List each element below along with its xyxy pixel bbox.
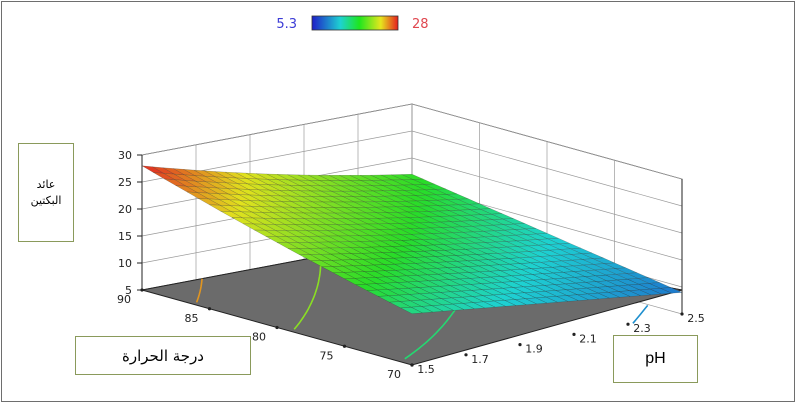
z-tick-label: 15: [118, 230, 132, 243]
contour-25: [195, 278, 203, 303]
colorbar: [311, 15, 399, 31]
ph-axis-title: pH: [613, 335, 698, 383]
temperature-axis-title: درجة الحرارة: [75, 336, 251, 375]
ph-tick-label: 1.9: [525, 343, 543, 356]
ph-tick-label: 2.5: [687, 312, 705, 325]
temperature-tick: [342, 344, 347, 348]
z-tick-label: 25: [118, 176, 132, 189]
response-surface: [141, 165, 683, 314]
ph-tick-label: 1.5: [417, 363, 435, 376]
ph-tick: [680, 312, 684, 316]
temperature-tick-label: 75: [320, 349, 334, 362]
axis-ticks: 5 10 15 20 25 30 70 75 80 85 90 1.5 1.7 1.9 2.1 2.3 2.5: [117, 149, 705, 381]
z-tick-label: 5: [125, 284, 132, 297]
temperature-tick-label: 80: [252, 331, 266, 344]
z-tick-label: 30: [118, 149, 132, 162]
contour-10: [632, 304, 649, 324]
ph-tick: [572, 332, 576, 336]
temperature-tick: [275, 325, 279, 330]
temperature-tick: [207, 307, 212, 311]
temperature-tick-label: 85: [185, 312, 199, 325]
ph-tick: [518, 343, 522, 347]
ph-tick-label: 2.3: [633, 322, 651, 335]
z-tick-label: 10: [118, 257, 132, 270]
temperature-tick: [140, 288, 144, 292]
contour-20: [293, 256, 322, 330]
colorbar-min-label: 5.3: [276, 17, 297, 32]
z-axis-title: عائد البكتين: [18, 143, 74, 242]
colorbar-max-label: 28: [412, 17, 429, 32]
ph-tick: [410, 363, 414, 367]
temperature-tick-label: 90: [117, 293, 131, 306]
surface-cell: [400, 307, 424, 314]
ph-tick-label: 2.1: [579, 332, 597, 345]
ph-tick: [626, 322, 630, 326]
ph-tick-label: 1.7: [471, 353, 489, 366]
z-tick-label: 20: [118, 203, 132, 216]
temperature-tick-label: 70: [387, 368, 401, 381]
z-axis-title-text: عائد البكتين: [30, 177, 62, 207]
ph-tick: [464, 353, 468, 357]
